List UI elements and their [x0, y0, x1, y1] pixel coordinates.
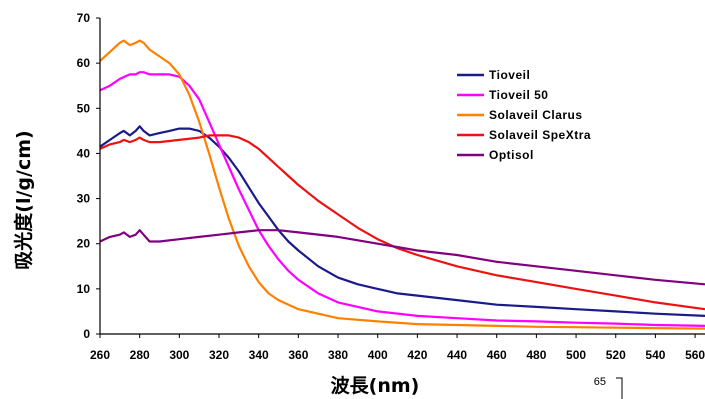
x-ticks: 260 280 300 320 340 360 380 400 420 440 460 480 500 5… [90, 334, 705, 362]
axes [99, 18, 705, 335]
x-tick-label: 340 [249, 348, 269, 362]
y-tick-label: 70 [77, 11, 91, 25]
legend-label: Optisol [489, 148, 534, 162]
series-line-0 [99, 125, 705, 317]
y-tick-label: 20 [77, 237, 91, 251]
x-tick-label: 500 [566, 348, 586, 362]
x-tick-label: 400 [368, 348, 388, 362]
x-tick-label: 420 [407, 348, 427, 362]
x-tick-label: 300 [169, 348, 189, 362]
series-line-4 [99, 229, 705, 286]
series-line-3 [99, 134, 705, 311]
legend-label: Tioveil [489, 68, 530, 82]
legend: Tioveil Tioveil 50 Solaveil Clarus Solaveil… [457, 68, 591, 162]
x-tick-label: 320 [209, 348, 229, 362]
series-line-2 [99, 39, 705, 330]
plot-area [99, 39, 705, 330]
page-corner-mark [616, 377, 623, 399]
x-tick-label: 520 [606, 348, 626, 362]
y-axis-title: 吸光度(l/g/cm) [12, 130, 35, 269]
x-tick-label: 280 [130, 348, 150, 362]
y-ticks: 0 10 20 30 40 50 60 70 [77, 11, 100, 341]
y-tick-label: 30 [77, 192, 91, 206]
legend-label: Tioveil 50 [489, 88, 548, 102]
x-tick-label: 260 [90, 348, 110, 362]
x-tick-label: 560 [685, 348, 705, 362]
y-tick-label: 40 [77, 146, 91, 160]
x-tick-label: 440 [447, 348, 467, 362]
x-tick-label: 540 [645, 348, 665, 362]
x-tick-label: 380 [328, 348, 348, 362]
x-tick-label: 460 [487, 348, 507, 362]
x-tick-label: 480 [526, 348, 546, 362]
legend-label: Solaveil SpeXtra [489, 128, 591, 142]
page-number: 65 [594, 376, 606, 388]
y-tick-label: 60 [77, 56, 91, 70]
x-tick-label: 360 [288, 348, 308, 362]
x-axis-title: 波長(nm) [331, 374, 420, 397]
y-tick-label: 10 [77, 282, 91, 296]
y-tick-label: 50 [77, 101, 91, 115]
y-tick-label: 0 [83, 327, 90, 341]
legend-label: Solaveil Clarus [489, 108, 583, 122]
series-line-1 [99, 71, 705, 327]
